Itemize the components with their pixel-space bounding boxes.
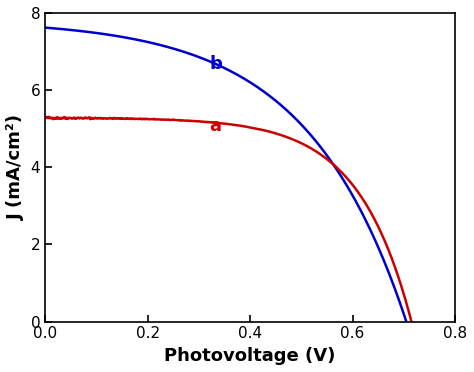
Y-axis label: J (mA/cm²): J (mA/cm²) [7, 114, 25, 220]
Text: b: b [209, 55, 222, 73]
Text: a: a [209, 117, 221, 135]
X-axis label: Photovoltage (V): Photovoltage (V) [164, 347, 336, 365]
